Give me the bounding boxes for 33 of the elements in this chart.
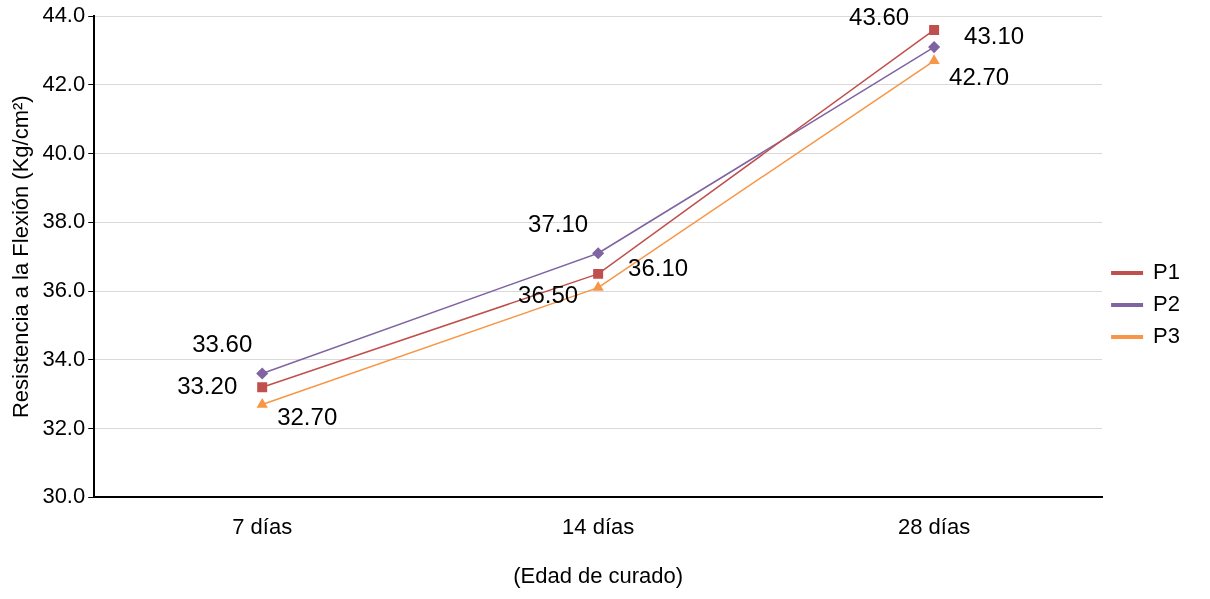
data-label: 32.70	[277, 403, 338, 431]
point	[592, 247, 604, 260]
point	[257, 382, 268, 393]
data-label: 37.10	[528, 209, 589, 237]
point	[257, 398, 268, 408]
point	[593, 268, 604, 279]
data-label: 33.20	[177, 371, 238, 399]
point	[256, 367, 268, 380]
x-tick-label: 7 días	[232, 514, 293, 540]
y-tick-label: 42.0	[42, 70, 86, 96]
legend-label: P1	[1153, 259, 1181, 285]
y-tick-label: 30.0	[42, 483, 86, 509]
y-tick-label: 36.0	[42, 277, 86, 303]
legend-label: P2	[1153, 291, 1181, 317]
data-label: 43.10	[964, 21, 1025, 49]
x-tick-label: 28 días	[898, 514, 971, 540]
point	[929, 55, 940, 65]
y-tick-label: 34.0	[42, 345, 86, 371]
y-axis-title: Resistencia a la Flexión (Kg/cm²)	[8, 95, 34, 419]
data-label: 33.60	[192, 330, 253, 358]
point	[928, 41, 940, 53]
point	[593, 281, 604, 291]
data-label: 43.60	[849, 2, 910, 30]
point	[929, 24, 940, 35]
y-tick-label: 38.0	[42, 208, 86, 234]
y-tick-label: 44.0	[42, 2, 86, 28]
x-tick-label: 14 días	[562, 514, 635, 540]
y-tick-label: 40.0	[42, 139, 86, 165]
legend-label: P3	[1153, 323, 1181, 349]
y-tick-label: 32.0	[42, 414, 86, 440]
data-label: 36.10	[628, 254, 689, 282]
x-axis-title: (Edad de curado)	[513, 562, 684, 588]
data-label: 42.70	[949, 63, 1010, 91]
